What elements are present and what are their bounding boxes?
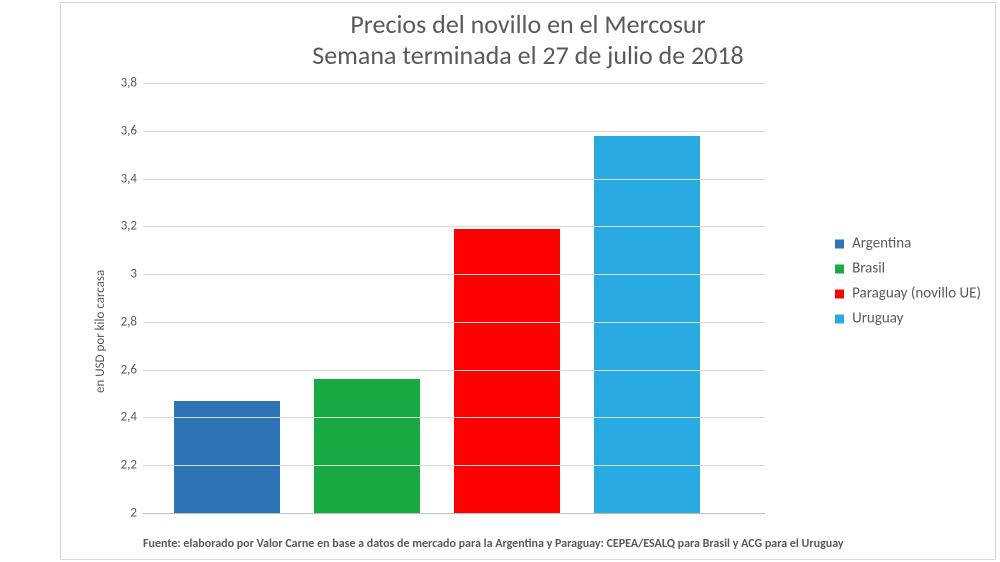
y-tick-label: 3,4 <box>103 171 137 186</box>
gridline <box>143 370 765 371</box>
bars-group <box>143 83 765 513</box>
bar-paraguay-novillo-ue- <box>454 229 560 513</box>
gridline <box>143 465 765 466</box>
y-tick-label: 2,8 <box>103 314 137 329</box>
title-line-2: Semana terminada el 27 de julio de 2018 <box>61 40 995 71</box>
legend: Argentina Brasil Paraguay (novillo UE) Urug… <box>835 228 981 335</box>
legend-label: Argentina <box>852 235 911 253</box>
gridline <box>143 226 765 227</box>
y-tick-label: 2 <box>103 506 137 521</box>
chart-title: Precios del novillo en el Mercosur Seman… <box>61 9 995 71</box>
source-note: Fuente: elaborado por Valor Carne en bas… <box>143 537 981 551</box>
plot-area: 22,22,42,62,833,23,43,63,8 <box>143 83 765 514</box>
y-tick-label: 3,6 <box>103 123 137 138</box>
legend-swatch <box>835 289 844 298</box>
legend-label: Paraguay (novillo UE) <box>852 285 981 303</box>
y-tick-label: 2,4 <box>103 410 137 425</box>
legend-item: Argentina <box>835 235 981 253</box>
legend-swatch <box>835 239 844 248</box>
title-line-1: Precios del novillo en el Mercosur <box>61 9 995 40</box>
gridline <box>143 131 765 132</box>
y-tick-label: 2,2 <box>103 458 137 473</box>
legend-item: Paraguay (novillo UE) <box>835 285 981 303</box>
gridline <box>143 179 765 180</box>
y-tick-label: 3,2 <box>103 219 137 234</box>
y-tick-label: 2,6 <box>103 362 137 377</box>
gridline <box>143 322 765 323</box>
bar-brasil <box>314 379 420 513</box>
gridline <box>143 83 765 84</box>
legend-item: Brasil <box>835 260 981 278</box>
legend-item: Uruguay <box>835 310 981 328</box>
bar-uruguay <box>594 136 700 513</box>
gridline <box>143 417 765 418</box>
legend-label: Brasil <box>852 260 885 278</box>
gridline <box>143 274 765 275</box>
legend-swatch <box>835 314 844 323</box>
y-tick-label: 3 <box>103 267 137 282</box>
y-tick-label: 3,8 <box>103 76 137 91</box>
legend-swatch <box>835 264 844 273</box>
chart-container: Precios del novillo en el Mercosur Seman… <box>60 2 996 560</box>
legend-label: Uruguay <box>852 310 903 328</box>
